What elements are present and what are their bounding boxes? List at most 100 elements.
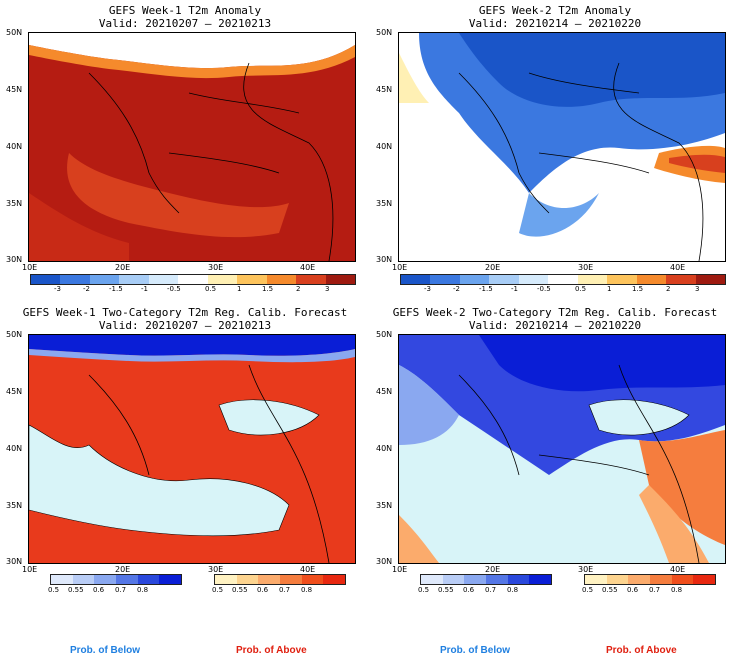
panel-valid-range: Valid: 20210214 – 20210220 [468, 319, 642, 332]
colorbar-swatch [489, 275, 519, 284]
colorbar-swatch [116, 575, 138, 584]
colorbar-swatch [237, 275, 267, 284]
lat-label: 45N [376, 85, 393, 94]
lon-label: 30E [208, 263, 224, 272]
colorbar-tick: -0.5 [537, 285, 551, 293]
lat-label: 40N [376, 444, 393, 453]
colorbar-tick: 0.7 [279, 586, 291, 594]
lon-label: 40E [670, 565, 686, 574]
lat-label: 30N [6, 255, 23, 264]
panel-valid-range: Valid: 20210214 – 20210220 [468, 17, 642, 30]
colorbar-swatch [607, 275, 637, 284]
colorbar-swatch [119, 275, 149, 284]
panel-week2-probability: GEFS Week-2 Two-Category T2m Reg. Calib.… [370, 302, 740, 612]
panel-week2-anomaly: GEFS Week-2 T2m Anomaly Valid: 20210214 … [370, 0, 740, 310]
panel-title: GEFS Week-2 T2m Anomaly [478, 4, 632, 17]
colorbar-tick: 0.6 [627, 586, 639, 594]
colorbar-swatch [486, 575, 508, 584]
colorbar-swatch [178, 275, 208, 284]
colorbar-tick: -2 [83, 285, 90, 293]
lat-label: 40N [6, 142, 23, 151]
prob-above-label: Prob. of Above [606, 645, 677, 656]
colorbar-swatch [628, 575, 651, 584]
lat-label: 40N [6, 444, 23, 453]
colorbar-swatch [666, 275, 696, 284]
colorbar-swatch [323, 575, 346, 584]
colorbar-tick: 0.6 [93, 586, 105, 594]
prob-below-label: Prob. of Below [70, 645, 140, 656]
above-colorbar [584, 574, 716, 585]
anomaly-map [398, 32, 726, 262]
colorbar-swatch [464, 575, 487, 584]
colorbar-tick: 0.6 [463, 586, 475, 594]
colorbar-tick: 3 [695, 285, 700, 293]
lon-label: 20E [485, 263, 501, 272]
colorbar-swatch [89, 275, 120, 284]
colorbar-tick: 0.55 [602, 586, 618, 594]
colorbar-swatch [421, 575, 443, 584]
anomaly-colorbar [400, 274, 726, 285]
lat-label: 35N [376, 199, 393, 208]
colorbar-swatch [401, 275, 431, 284]
colorbar-swatch [459, 275, 490, 284]
colorbar-tick: 0.8 [671, 586, 683, 594]
colorbar-swatch [548, 275, 578, 284]
colorbar-swatch [636, 275, 667, 284]
colorbar-tick: 1.5 [632, 285, 644, 293]
colorbar-tick: 0.6 [257, 586, 269, 594]
colorbar-tick: -0.5 [167, 285, 181, 293]
lon-label: 10E [392, 565, 408, 574]
prob-below-label: Prob. of Below [440, 645, 510, 656]
colorbar-swatch [60, 275, 90, 284]
lat-label: 45N [376, 387, 393, 396]
lat-label: 45N [6, 85, 23, 94]
lon-label: 40E [670, 263, 686, 272]
colorbar-tick: 0.8 [507, 586, 519, 594]
colorbar-swatch [606, 575, 629, 584]
lon-label: 20E [115, 263, 131, 272]
lat-label: 30N [6, 557, 23, 566]
colorbar-swatch [577, 275, 608, 284]
colorbar-tick: 0.8 [301, 586, 313, 594]
colorbar-swatch [94, 575, 117, 584]
lat-label: 40N [376, 142, 393, 151]
colorbar-tick: 0.5 [212, 586, 224, 594]
colorbar-tick: -2 [453, 285, 460, 293]
colorbar-swatch [215, 575, 237, 584]
anomaly-colorbar [30, 274, 356, 285]
colorbar-swatch [442, 575, 465, 584]
panel-title: GEFS Week-1 T2m Anomaly [108, 4, 262, 17]
colorbar-swatch [430, 275, 460, 284]
colorbar-tick: 0.55 [438, 586, 454, 594]
colorbar-swatch [137, 575, 160, 584]
colorbar-swatch [148, 275, 179, 284]
below-colorbar [50, 574, 182, 585]
colorbar-tick: 0.7 [115, 586, 127, 594]
colorbar-swatch [695, 275, 725, 284]
colorbar-tick: 1.5 [262, 285, 274, 293]
colorbar-swatch [236, 575, 259, 584]
colorbar-tick: 1 [607, 285, 612, 293]
below-colorbar [420, 574, 552, 585]
colorbar-tick: 2 [296, 285, 301, 293]
panel-week1-anomaly: GEFS Week-1 T2m Anomaly Valid: 20210207 … [0, 0, 370, 310]
lon-label: 20E [485, 565, 501, 574]
panel-week1-probability: GEFS Week-1 Two-Category T2m Reg. Calib.… [0, 302, 370, 612]
probability-map [398, 334, 726, 564]
lat-label: 35N [6, 501, 23, 510]
colorbar-swatch [325, 275, 355, 284]
colorbar-tick: 0.5 [418, 586, 430, 594]
lon-label: 10E [392, 263, 408, 272]
colorbar-tick: -1.5 [479, 285, 493, 293]
colorbar-swatch [529, 575, 552, 584]
colorbar-tick: -3 [54, 285, 61, 293]
lat-label: 50N [6, 330, 23, 339]
colorbar-tick: -1 [141, 285, 148, 293]
colorbar-swatch [650, 575, 672, 584]
lat-label: 30N [376, 557, 393, 566]
colorbar-tick: 0.8 [137, 586, 149, 594]
lon-label: 20E [115, 565, 131, 574]
colorbar-swatch [266, 275, 297, 284]
colorbar-swatch [671, 575, 694, 584]
colorbar-swatch [207, 275, 238, 284]
